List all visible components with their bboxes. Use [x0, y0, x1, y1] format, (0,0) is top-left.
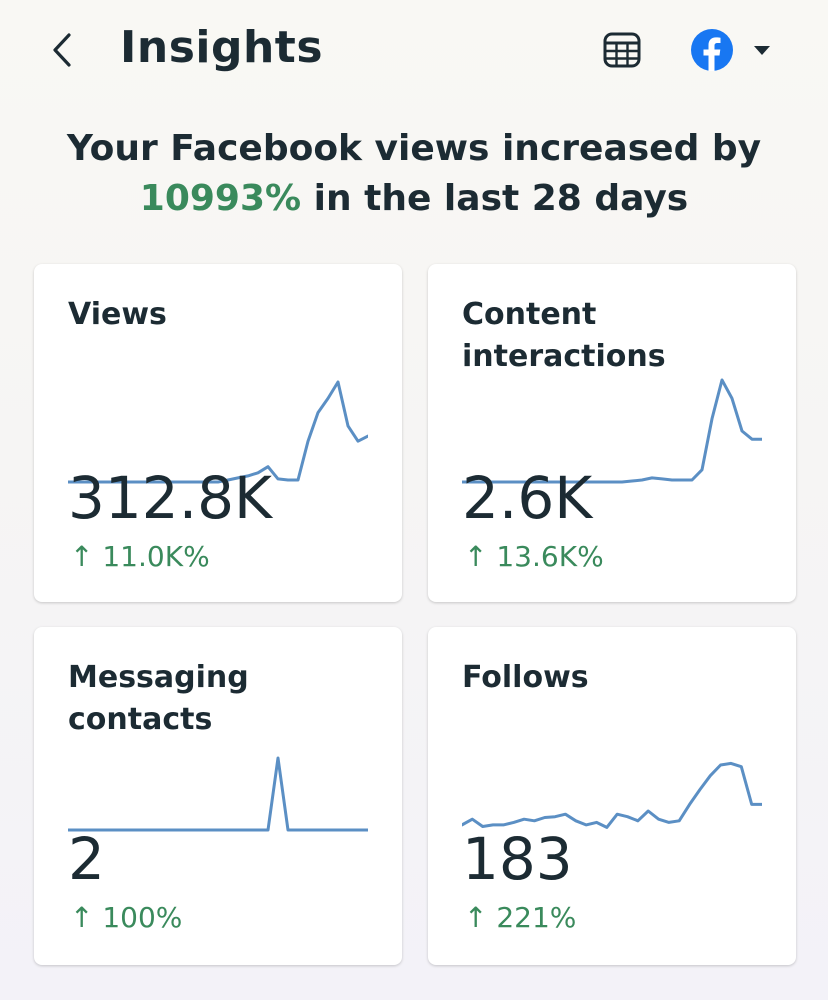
- views-trend-line: [68, 380, 368, 484]
- summary-line-2: 10993% in the last 28 days: [0, 174, 828, 224]
- card-value: 183: [462, 825, 573, 893]
- account-switcher[interactable]: [690, 28, 780, 72]
- card-title: Messaging contacts: [68, 660, 249, 737]
- card-value: 2: [68, 825, 105, 893]
- metric-card-content-interactions[interactable]: Content interactions 2.6K ↑ 13.6K%: [428, 264, 796, 602]
- header: Insights: [0, 0, 828, 110]
- chevron-left-icon: [53, 33, 71, 67]
- calendar-grid-icon: [603, 32, 641, 68]
- messaging-contacts-trend-line: [68, 756, 368, 832]
- content-interactions-sparkline: [462, 378, 762, 484]
- card-value: 312.8K: [68, 464, 273, 532]
- views-sparkline: [68, 380, 368, 484]
- metric-card-follows[interactable]: Follows 183 ↑ 221%: [428, 627, 796, 965]
- follows-sparkline: [462, 761, 762, 829]
- caret-down-icon: [754, 46, 770, 55]
- back-button[interactable]: [44, 30, 80, 70]
- card-title: Content interactions: [462, 297, 666, 374]
- summary-suffix: in the last 28 days: [301, 178, 689, 219]
- metric-card-views[interactable]: Views 312.8K ↑ 11.0K%: [34, 264, 402, 602]
- card-title: Follows: [462, 660, 589, 695]
- card-title: Views: [68, 297, 167, 332]
- card-delta: ↑ 100%: [70, 901, 183, 934]
- page-title: Insights: [120, 22, 324, 73]
- content-interactions-trend-line: [462, 378, 762, 484]
- card-delta: ↑ 13.6K%: [464, 540, 604, 573]
- facebook-logo-icon: [691, 29, 733, 71]
- summary-percent: 10993%: [139, 178, 302, 219]
- card-delta: ↑ 221%: [464, 901, 577, 934]
- summary-headline: Your Facebook views increased by 10993% …: [0, 124, 828, 224]
- messaging-contacts-sparkline: [68, 756, 368, 832]
- card-delta: ↑ 11.0K%: [70, 540, 210, 573]
- date-range-button[interactable]: [600, 30, 644, 70]
- card-value: 2.6K: [462, 464, 593, 532]
- follows-trend-line: [462, 761, 762, 829]
- metric-card-messaging-contacts[interactable]: Messaging contacts 2 ↑ 100%: [34, 627, 402, 965]
- summary-prefix: Your Facebook views increased by: [66, 128, 762, 169]
